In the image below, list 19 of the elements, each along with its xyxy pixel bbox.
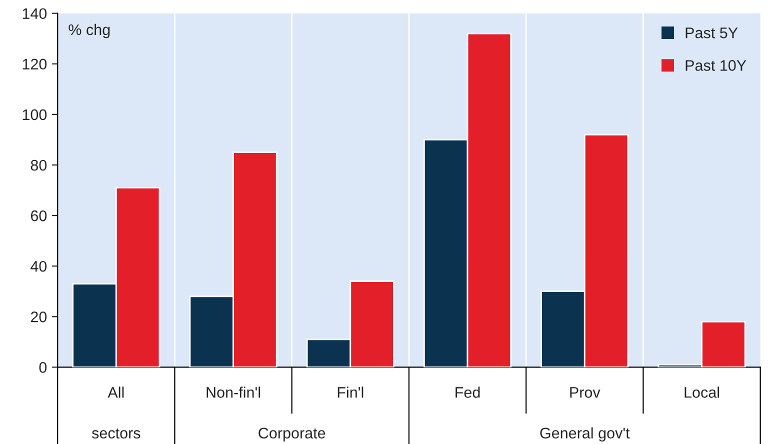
x-tick-label: Fed xyxy=(456,386,480,398)
y-tick-label: 40 xyxy=(30,260,47,272)
y-tick-label: 0 xyxy=(39,362,47,373)
y-tick-label: 20 xyxy=(30,312,47,322)
x-tick-label: Non-fin'l xyxy=(206,386,260,398)
y-tick-label: 80 xyxy=(30,160,47,171)
x-tick-label: Local xyxy=(684,386,719,398)
y-tick-label: 60 xyxy=(30,210,47,222)
legend-label: Past 10Y xyxy=(686,60,746,71)
legend-label: Past 5Y xyxy=(686,28,738,38)
x-tick-label: Prov xyxy=(570,387,600,398)
y-axis-title: % chg xyxy=(68,24,110,38)
y-tick-label: 120 xyxy=(22,58,47,70)
category-label: All sectors xyxy=(92,386,140,439)
y-tick-label: 100 xyxy=(22,109,47,120)
y-tick-label: 140 xyxy=(22,8,47,20)
x-tick-label: Fin'l xyxy=(338,386,364,398)
text: General gov't xyxy=(540,427,630,442)
text: Corporate xyxy=(258,428,326,442)
